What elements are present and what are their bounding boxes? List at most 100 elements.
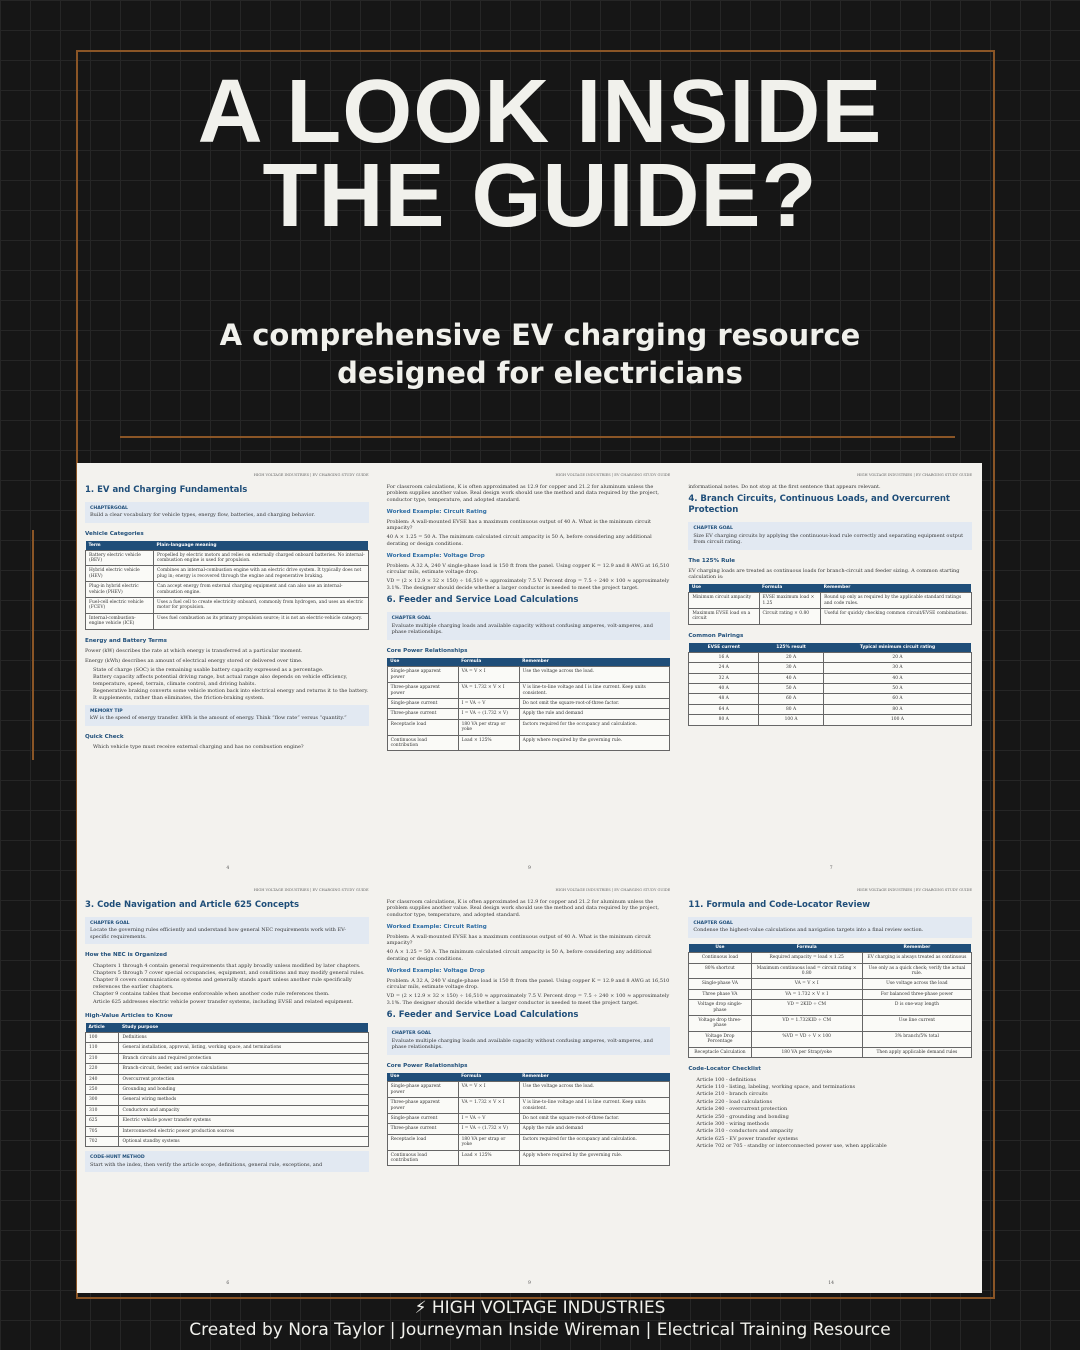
table-row: 240 Overcurrent protection xyxy=(84,1073,369,1085)
table-row: 64 A 80 A 80 A xyxy=(688,703,972,716)
table-row: Receptacle load 180 VA per strap or yoke f… xyxy=(386,718,671,736)
chapter-heading: 4. Branch Circuits, Continuous Loads, an… xyxy=(688,494,950,516)
section-heading: Worked Example: Voltage Drop xyxy=(386,553,485,560)
header-cell: 125% result xyxy=(758,643,824,653)
title: A LOOK INSIDE THE GUIDE? xyxy=(197,62,883,246)
footer-brand: ⚡ HIGH VOLTAGE INDUSTRIES xyxy=(414,1298,666,1318)
table-cell: Continuous load contribution xyxy=(386,734,459,752)
table-row: 80% shortcut Maximum continuous load = ci… xyxy=(688,962,972,980)
table-row: 705 Interconnected electric power product… xyxy=(84,1125,369,1137)
section-heading: Core Power Relationships xyxy=(386,1062,468,1069)
document-preview: HIGH VOLTAGE INDUSTRIES | EV CHARGING ST… xyxy=(77,463,982,1293)
chapter-heading: 6. Feeder and Service Load Calculations xyxy=(386,595,579,606)
table-row: Maximum EVSE load on a circuit Circuit ra… xyxy=(688,608,972,625)
table-cell: General installation, approval, listing,… xyxy=(118,1042,369,1054)
table-cell: General wiring methods xyxy=(118,1094,369,1106)
table-row: Three phase VA VA = 1.732 × V × I For bala… xyxy=(688,988,972,1001)
page-number: 6 xyxy=(226,1280,230,1286)
callout: CHAPTER GOAL Condense the highest-value c… xyxy=(688,917,972,938)
table-row: Three-phase apparent power VA = 1.732 × V… xyxy=(386,1097,671,1114)
table-cell: Conductors and ampacity xyxy=(118,1104,369,1117)
chapter-heading: 11. Formula and Code-Locator Review xyxy=(688,900,871,910)
callout: MEMORY TIP kW is the speed of energy tran… xyxy=(85,704,369,726)
table-row: Minimum circuit ampacity EVSE maximum loa… xyxy=(688,592,972,610)
table: Article Study purpose 100 Definitions 110 Gen… xyxy=(84,1023,369,1148)
table-cell: Voltage drop three-phase xyxy=(688,1015,752,1032)
table-cell: Hybrid electric vehicle (HEV) xyxy=(84,565,155,583)
table-row: 32 A 40 A 40 A xyxy=(688,672,972,684)
callout: CHAPTER GOAL Evaluate multiple charging l… xyxy=(386,612,671,640)
table-cell: Interconnected electric power production… xyxy=(118,1125,369,1137)
chapter-heading: 1. EV and Charging Fundamentals xyxy=(85,485,248,495)
paragraph: For classroom calculations, K is often a… xyxy=(386,899,659,918)
section-heading: The 125% Rule xyxy=(688,557,736,564)
table-row: Battery electric vehicle (BEV) Propelled … xyxy=(84,549,369,567)
paragraph: For classroom calculations, K is often a… xyxy=(386,484,659,503)
table-cell: Single-phase current xyxy=(386,1112,459,1125)
page-number: 4 xyxy=(226,865,230,871)
paragraph: Energy (kWh) describes an amount of elec… xyxy=(85,657,303,664)
header-cell: Use xyxy=(387,657,459,667)
table-cell: VA = V × I xyxy=(457,666,520,684)
callout-text: kW is the speed of energy transfer. kWh … xyxy=(90,715,347,722)
header-cell: Use xyxy=(688,943,751,953)
table-cell: 702 xyxy=(84,1135,120,1148)
table-row: Voltage drop three-phase VD = 1.732KID ÷ … xyxy=(688,1015,972,1032)
table-cell: 220 xyxy=(84,1063,120,1075)
table-row: 48 A 60 A 60 A xyxy=(688,693,972,705)
table-cell: Continuous load xyxy=(688,952,752,964)
table-row: 110 General installation, approval, listi… xyxy=(84,1042,369,1054)
header-cell: Remember xyxy=(820,583,972,593)
paragraph: Power (kW) describes the rate at which e… xyxy=(85,648,303,655)
table-cell: Electric vehicle power transfer systems xyxy=(118,1115,369,1127)
table-cell: 60 A xyxy=(758,693,825,705)
page-number: 9 xyxy=(528,865,531,871)
callout-label: CHAPTER GOAL xyxy=(90,921,130,926)
table-cell: Fuel-cell electric vehicle (FCEV) xyxy=(84,597,155,614)
table-cell: 100 xyxy=(84,1031,120,1044)
table-cell: 20 A xyxy=(823,651,972,664)
section-heading: High-Value Articles to Know xyxy=(85,1013,173,1020)
paragraph: 40 A × 1.25 = 50 A. The minimum calculat… xyxy=(386,949,652,962)
table-row: Three-phase current I = VA ÷ (1.732 × V) A… xyxy=(386,1123,671,1135)
table-cell: VA = V × I xyxy=(457,1081,520,1099)
list-item: Which vehicle type must receive external… xyxy=(93,744,304,751)
table-cell: Round up only as required by the applica… xyxy=(820,592,972,610)
table-cell: Circuit rating × 0.80 xyxy=(758,608,822,625)
table-cell: Use the voltage across the load. xyxy=(518,1081,671,1099)
table-cell: 100 A xyxy=(758,714,825,726)
table-row: Receptacle Calculation 180 VA per Strap/y… xyxy=(688,1046,972,1059)
callout: CHAPTER GOAL Size EV charging circuits by… xyxy=(688,522,972,550)
table-cell: Optional standby systems xyxy=(118,1135,369,1148)
table-cell: Overcurrent protection xyxy=(118,1073,369,1085)
table-cell: 250 xyxy=(84,1083,120,1096)
table-row: 625 Electric vehicle power transfer syste… xyxy=(84,1115,369,1127)
table-cell: 310 xyxy=(84,1104,120,1117)
doc-page: HIGH VOLTAGE INDUSTRIES | EV CHARGING ST… xyxy=(680,878,982,1293)
table-cell: Battery electric vehicle (BEV) xyxy=(84,549,155,567)
header-cell: Formula xyxy=(458,1072,520,1082)
table: Use Formula Remember Continuous load Require… xyxy=(688,943,972,1059)
table-row: 300 General wiring methods xyxy=(84,1094,369,1106)
table-row: Continuous load contribution Load × 125% A… xyxy=(386,1149,671,1167)
table-cell: 64 A xyxy=(688,703,760,716)
table-cell: Continuous load contribution xyxy=(386,1149,459,1167)
paragraph: VD = (2 × 12.9 × 32 × 150) ÷ 16,510 ≈ ap… xyxy=(386,993,670,1006)
doc-page: HIGH VOLTAGE INDUSTRIES | EV CHARGING ST… xyxy=(77,463,379,878)
table-cell: D is one-way length xyxy=(861,999,972,1017)
table-cell: EV charging is always treated as continu… xyxy=(861,952,972,964)
table-cell: Use voltage across the load xyxy=(861,978,972,990)
list-item: State of charge (SOC) is the remaining u… xyxy=(93,666,324,673)
table-cell: 50 A xyxy=(823,682,972,695)
page-number: 14 xyxy=(828,1280,835,1286)
callout-text: Evaluate multiple charging loads and ava… xyxy=(391,1037,653,1051)
table-header: Article Study purpose xyxy=(85,1023,369,1033)
table-cell: Grounding and bonding xyxy=(118,1083,369,1096)
running-head: HIGH VOLTAGE INDUSTRIES | EV CHARGING ST… xyxy=(857,473,972,477)
table-cell: Apply where required by the governing ru… xyxy=(518,1149,671,1167)
table-cell: Three-phase apparent power xyxy=(386,1097,459,1114)
table-cell: 3% branch/5% total xyxy=(861,1030,972,1048)
running-head: HIGH VOLTAGE INDUSTRIES | EV CHARGING ST… xyxy=(253,888,369,892)
table-cell: Apply the rule and demand xyxy=(518,708,671,720)
